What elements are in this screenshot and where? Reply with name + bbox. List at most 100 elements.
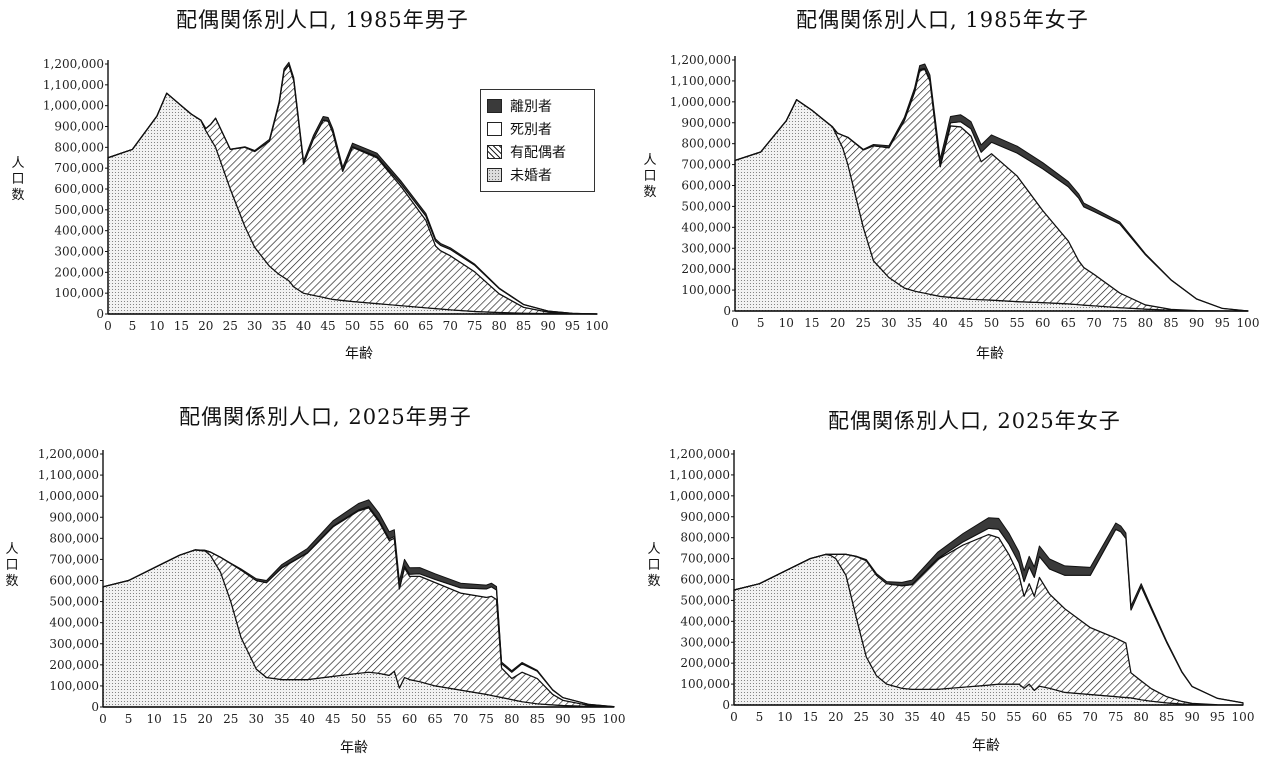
- y-tick-label: 300,000: [680, 635, 730, 649]
- y-tick-label: 100,000: [681, 283, 731, 297]
- x-axis-title: 年齢: [340, 740, 368, 756]
- y-axis-title: 人 口 数: [642, 153, 658, 201]
- x-tick-label: 10: [779, 316, 794, 330]
- chart-svg: 0 100,000 200,000 300,000 400,000 500,000 600,…: [669, 447, 1255, 724]
- y-tick-label: 600,000: [680, 573, 730, 587]
- chart-title: 配偶関係別人口, 1985年男子: [176, 8, 469, 32]
- x-axis-title: 年齢: [972, 738, 1000, 754]
- y-tick-label: 400,000: [54, 224, 104, 238]
- chart-panel-1985-male: 配偶関係別人口, 1985年男子 人 口 数 年齢 0 100,000 200,00…: [0, 0, 638, 379]
- y-tick-label: 0: [722, 698, 730, 712]
- y-axis-title-char: 口: [647, 558, 661, 573]
- chart-svg: 0 100,000 200,000 300,000 400,000 500,000 600,…: [670, 53, 1260, 330]
- y-tick-label: 1,100,000: [38, 468, 99, 482]
- x-tick-label: 100: [586, 319, 609, 333]
- x-tick-label: 90: [555, 712, 570, 726]
- y-tick-label: 200,000: [681, 262, 731, 276]
- y-tick-label: 100,000: [54, 286, 104, 300]
- chart-title: 配偶関係別人口, 2025年男子: [179, 405, 472, 429]
- area-divorced: [102, 499, 615, 708]
- x-tick-label: 80: [1134, 710, 1149, 724]
- legend-swatch-divorced: [487, 98, 502, 113]
- y-axis-title-char: 口: [643, 169, 657, 184]
- legend-item-married: 有配偶者: [487, 140, 594, 163]
- chart-panel-1985-female: 配偶関係別人口, 1985年女子 人 口 数 年齢 0 100,000 200,00…: [638, 0, 1276, 379]
- x-tick-label: 60: [1035, 316, 1050, 330]
- x-tick-label: 45: [955, 710, 970, 724]
- x-tick-label: 95: [581, 712, 596, 726]
- x-tick-label: 35: [274, 712, 289, 726]
- chart-title: 配偶関係別人口, 1985年女子: [796, 8, 1089, 32]
- x-tick-label: 5: [125, 712, 133, 726]
- chart-legend: 離別者 死別者 有配偶者 未婚者: [480, 89, 595, 192]
- y-tick-label: 800,000: [680, 531, 730, 545]
- x-tick-label: 75: [467, 319, 482, 333]
- x-tick-label: 20: [830, 316, 845, 330]
- y-axis-title-char: 数: [11, 188, 25, 203]
- y-axis-title: 人 口 数: [10, 156, 26, 204]
- x-tick-label: 55: [369, 319, 384, 333]
- y-tick-label: 900,000: [681, 116, 731, 130]
- y-tick-label: 800,000: [54, 140, 104, 154]
- x-tick-label: 20: [198, 712, 213, 726]
- x-tick-label: 70: [443, 319, 458, 333]
- x-tick-label: 40: [296, 319, 311, 333]
- y-tick-label: 200,000: [54, 265, 104, 279]
- x-tick-label: 45: [958, 316, 973, 330]
- y-tick-label: 1,100,000: [670, 74, 731, 88]
- x-tick-label: 35: [907, 316, 922, 330]
- y-tick-label: 700,000: [54, 161, 104, 175]
- y-tick-label: 1,000,000: [38, 489, 99, 503]
- x-tick-label: 50: [345, 319, 360, 333]
- y-tick-label: 0: [96, 307, 104, 321]
- y-tick-label: 500,000: [54, 203, 104, 217]
- y-tick-label: 500,000: [681, 199, 731, 213]
- legend-label: 離別者: [510, 98, 552, 115]
- y-axis-title-char: 数: [647, 574, 661, 589]
- y-tick-label: 600,000: [681, 179, 731, 193]
- y-tick-label: 700,000: [49, 552, 99, 566]
- y-tick-label: 500,000: [49, 595, 99, 609]
- x-tick-label: 75: [1112, 316, 1127, 330]
- y-tick-label: 900,000: [680, 510, 730, 524]
- x-tick-label: 45: [325, 712, 340, 726]
- x-tick-label: 60: [402, 712, 417, 726]
- x-tick-label: 15: [172, 712, 187, 726]
- y-tick-label: 1,100,000: [669, 468, 730, 482]
- y-tick-label: 600,000: [54, 182, 104, 196]
- y-tick-label: 900,000: [49, 510, 99, 524]
- x-axis-title: 年齢: [976, 346, 1004, 362]
- x-tick-label: 40: [930, 710, 945, 724]
- x-tick-label: 85: [1159, 710, 1174, 724]
- x-tick-label: 55: [1010, 316, 1025, 330]
- x-tick-label: 70: [1083, 710, 1098, 724]
- y-tick-label: 100,000: [49, 679, 99, 693]
- x-tick-label: 90: [1184, 710, 1199, 724]
- x-tick-label: 25: [223, 319, 238, 333]
- x-tick-label: 50: [984, 316, 999, 330]
- x-tick-label: 80: [1138, 316, 1153, 330]
- x-tick-label: 5: [129, 319, 137, 333]
- x-tick-label: 40: [300, 712, 315, 726]
- y-axis-title-char: 人: [11, 156, 25, 171]
- x-tick-label: 5: [756, 710, 764, 724]
- y-tick-label: 200,000: [49, 658, 99, 672]
- x-tick-label: 50: [981, 710, 996, 724]
- y-tick-label: 1,100,000: [43, 78, 104, 92]
- y-tick-label: 200,000: [680, 656, 730, 670]
- x-tick-label: 0: [731, 316, 739, 330]
- x-tick-label: 80: [492, 319, 507, 333]
- y-tick-label: 800,000: [681, 137, 731, 151]
- y-tick-label: 900,000: [54, 120, 104, 134]
- x-tick-label: 5: [757, 316, 765, 330]
- y-axis-title-char: 数: [643, 185, 657, 200]
- x-tick-label: 100: [1237, 316, 1260, 330]
- legend-item-widowed: 死別者: [487, 117, 594, 140]
- x-tick-label: 0: [99, 712, 107, 726]
- x-tick-label: 0: [104, 319, 112, 333]
- x-tick-label: 90: [540, 319, 555, 333]
- x-tick-label: 75: [1108, 710, 1123, 724]
- legend-swatch-never-married: [487, 167, 502, 182]
- y-tick-label: 300,000: [49, 637, 99, 651]
- chart-title: 配偶関係別人口, 2025年女子: [828, 409, 1121, 433]
